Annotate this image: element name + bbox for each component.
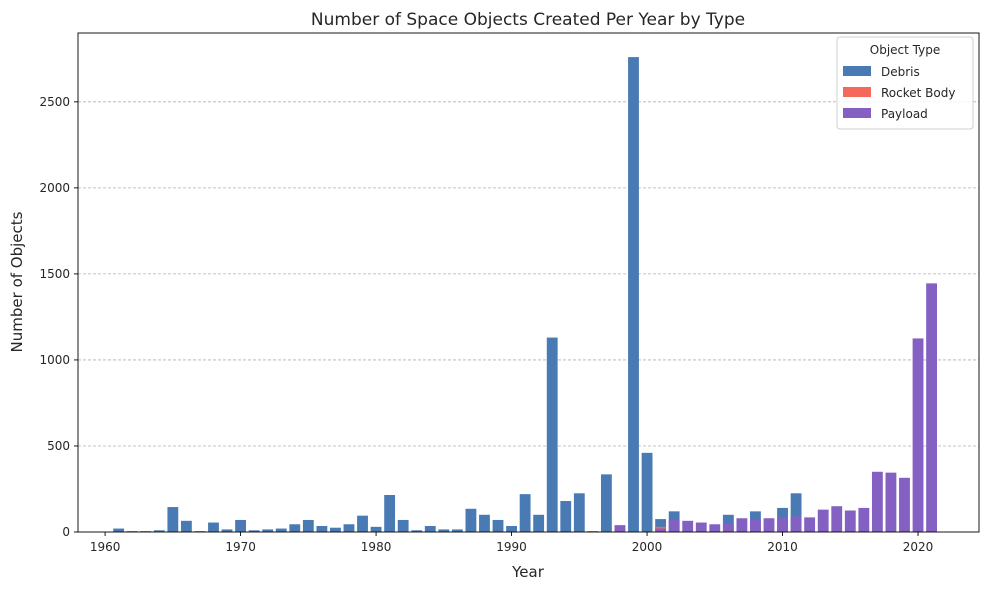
bar-debris-1995: [573, 493, 585, 532]
bar-payload-2015: [844, 510, 856, 532]
bar-payload-2016: [858, 507, 870, 532]
bar-debris-2001: [655, 519, 667, 532]
x-tick-label: 1960: [90, 540, 121, 554]
bar-payload-2004: [695, 522, 707, 532]
bar-debris-1987: [465, 508, 477, 532]
bar-debris-1982: [397, 519, 409, 532]
bar-payload-2011: [790, 516, 802, 532]
bar-debris-1965: [167, 507, 179, 532]
y-tick-label: 2500: [39, 95, 70, 109]
bar-debris-1989: [492, 519, 504, 532]
bar-debris-1969: [221, 529, 233, 532]
legend-swatch-debris: [843, 66, 871, 76]
legend-title: Object Type: [870, 43, 940, 57]
legend-label-payload: Payload: [881, 107, 928, 121]
bar-payload-2006: [722, 523, 734, 532]
bar-debris-1991: [519, 494, 531, 532]
bar-debris-1983: [411, 530, 423, 532]
bar-debris-1970: [235, 519, 247, 532]
bar-debris-2000: [641, 452, 653, 532]
bar-payload-2018: [885, 472, 897, 532]
bar-debris-1961: [113, 528, 125, 532]
axes: 1960 1970 1980 1990 2000 2010 2020 0 500 1000 1500…: [39, 32, 980, 554]
bar-payload-2017: [871, 471, 883, 532]
bar-payload-2008: [750, 519, 761, 532]
x-tick-label: 1980: [361, 540, 392, 554]
bar-debris-1992: [533, 514, 545, 532]
legend-label-rocket-body: Rocket Body: [881, 86, 955, 100]
bar-debris-1964: [153, 530, 165, 532]
bar-payload-2013: [817, 509, 829, 532]
bar-debris-1979: [357, 515, 368, 532]
bar-payload-1998: [614, 525, 626, 532]
bar-debris-1974: [289, 524, 301, 532]
legend: Object Type Debris Rocket Body Payload: [836, 36, 974, 130]
legend-swatch-rocket-body: [843, 87, 871, 97]
bar-payload-2001: [655, 528, 667, 532]
x-tick-label: 1990: [496, 540, 527, 554]
y-tick-label: 1000: [39, 353, 70, 367]
y-tick-label: 2000: [39, 181, 70, 195]
y-tick-label: 1500: [39, 267, 70, 281]
bar-debris-1984: [424, 525, 436, 532]
bar-debris-1966: [180, 520, 192, 532]
x-tick-label: 2010: [767, 540, 798, 554]
x-tick-label: 1970: [225, 540, 256, 554]
bar-payload-2014: [831, 506, 843, 532]
bar-payload-2020: [912, 338, 924, 532]
bar-debris-1985: [438, 529, 450, 532]
bar-debris-1994: [560, 501, 572, 532]
bar-payload-2012: [804, 517, 816, 532]
bar-payload-2019: [899, 477, 910, 532]
bar-payload-2021: [926, 283, 937, 532]
bar-debris-2011: [790, 493, 802, 532]
y-tick-label: 500: [47, 439, 70, 453]
chart-title: Number of Space Objects Created Per Year…: [311, 10, 745, 30]
bars: [113, 57, 937, 532]
bar-debris-1999: [628, 57, 639, 532]
bar-debris-1977: [330, 527, 341, 532]
bar-payload-2007: [736, 518, 748, 532]
legend-swatch-payload: [843, 108, 871, 118]
bar-payload-2002: [668, 519, 680, 532]
legend-box: [836, 36, 974, 130]
x-axis-label: Year: [511, 563, 545, 581]
bar-debris-1976: [316, 525, 328, 532]
x-tick-label: 2000: [632, 540, 663, 554]
legend-label-debris: Debris: [881, 65, 920, 79]
y-axis-label: Number of Objects: [8, 211, 26, 352]
bar-debris-1975: [302, 519, 314, 532]
bar-payload-2010: [777, 517, 788, 532]
y-tick-label: 0: [62, 525, 70, 539]
bar-debris-1978: [343, 524, 355, 532]
bar-payload-2003: [682, 520, 694, 532]
bar-debris-1988: [479, 514, 490, 532]
x-tick-label: 2020: [903, 540, 934, 554]
grid-lines: [78, 101, 979, 447]
bar-payload-2009: [763, 518, 775, 532]
bar-debris-1993: [546, 337, 558, 532]
bar-payload-2005: [709, 524, 721, 532]
bar-debris-1973: [275, 528, 287, 532]
bar-debris-1986: [451, 529, 463, 532]
bar-debris-1981: [384, 495, 396, 532]
bar-debris-1972: [262, 529, 274, 532]
bar-debris-1968: [208, 522, 219, 532]
bar-debris-1980: [370, 526, 382, 532]
bar-debris-1997: [600, 474, 612, 532]
plot-frame: [77, 32, 980, 533]
bar-debris-1971: [248, 530, 260, 532]
bar-debris-1990: [506, 525, 517, 532]
